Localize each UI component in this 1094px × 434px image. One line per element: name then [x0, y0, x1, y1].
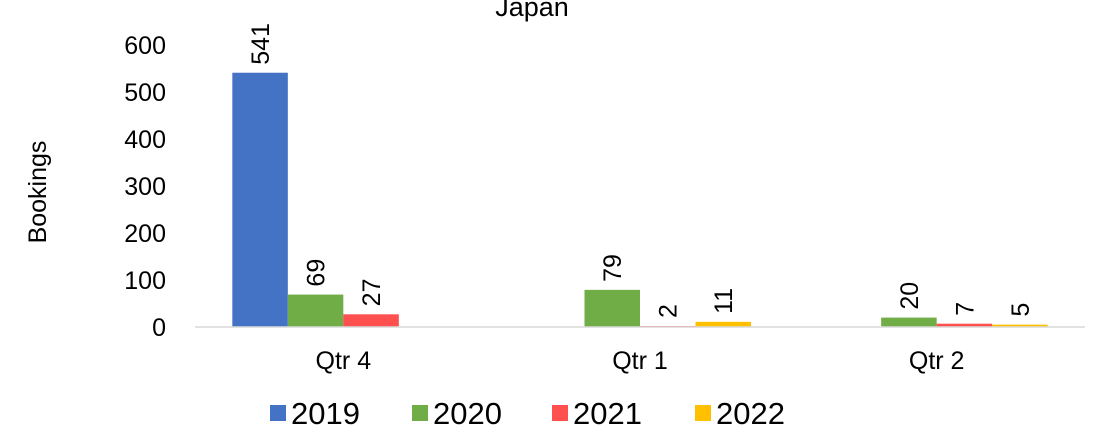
y-axis-ticks: 0 100 200 300 400 500 600 [124, 32, 166, 342]
legend-label: 2020 [433, 396, 502, 431]
legend-label: 2022 [716, 396, 785, 431]
y-tick-label: 200 [124, 220, 166, 248]
legend-label: 2019 [291, 396, 360, 431]
x-tick-label: Qtr 4 [316, 347, 372, 375]
x-tick-label: Qtr 1 [612, 347, 668, 375]
legend-swatch [270, 405, 286, 421]
y-tick-label: 300 [124, 173, 166, 201]
data-labels: 541 69 27 79 2 11 20 7 5 [247, 23, 1035, 318]
legend-swatch [412, 405, 428, 421]
bar-2021-qtr-4 [343, 314, 399, 327]
bar-2021-qtr-2 [936, 323, 993, 327]
data-label: 79 [599, 254, 627, 282]
bar-2020-qtr-2 [881, 317, 937, 327]
y-tick-label: 400 [124, 126, 166, 154]
bar-2019-qtr-4 [232, 72, 288, 327]
x-tick-label: Qtr 2 [909, 347, 965, 375]
data-label: 7 [951, 302, 979, 316]
bars [232, 72, 1048, 327]
y-tick-label: 500 [124, 79, 166, 107]
chart-title: Japan [495, 0, 569, 22]
data-label: 69 [303, 259, 331, 287]
legend-swatch [695, 405, 711, 421]
y-tick-label: 100 [124, 267, 166, 295]
bar-2020-qtr-4 [287, 294, 344, 327]
bar-2022-qtr-2 [992, 324, 1048, 327]
bar-2022-qtr-1 [695, 321, 751, 327]
data-label: 2 [655, 304, 683, 318]
legend-swatch [552, 405, 568, 421]
y-tick-label: 0 [152, 314, 166, 342]
data-label: 541 [247, 23, 275, 65]
x-axis-categories: Qtr 4 Qtr 1 Qtr 2 [316, 347, 965, 375]
data-label: 27 [358, 278, 386, 306]
bar-2020-qtr-1 [584, 289, 640, 327]
data-label: 20 [896, 282, 924, 310]
legend: 2019 2020 2021 2022 [270, 396, 785, 431]
y-tick-label: 600 [124, 32, 166, 60]
legend-label: 2021 [573, 396, 642, 431]
data-label: 5 [1007, 303, 1035, 317]
data-label: 11 [710, 288, 738, 314]
y-axis-title: Bookings [24, 141, 52, 244]
